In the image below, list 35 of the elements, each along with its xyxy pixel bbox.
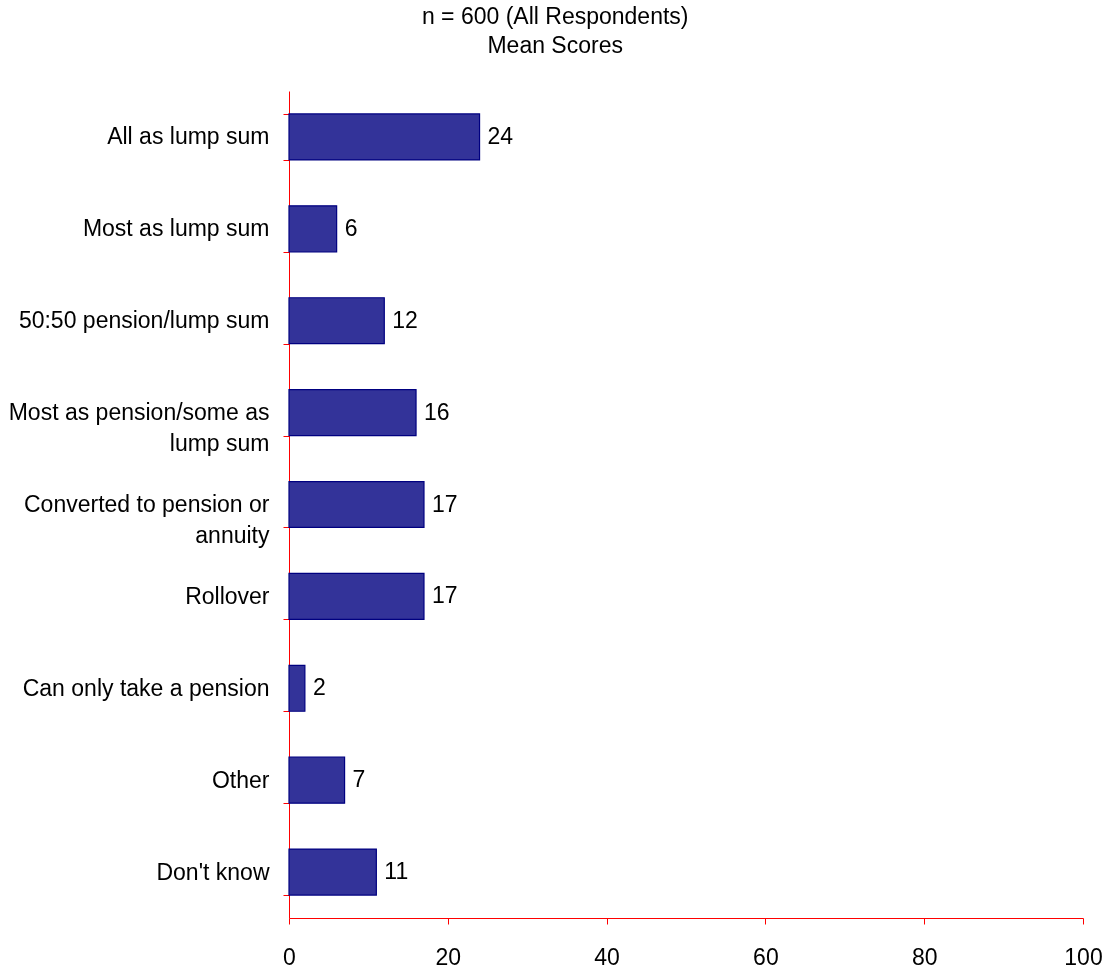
data-label: 12 [392, 306, 418, 333]
bar [288, 389, 417, 437]
y-tick-label: Other [211, 766, 270, 793]
data-label: 17 [431, 490, 458, 517]
chart-title: n = 600 (All Respondents) [421, 3, 689, 29]
bar [288, 480, 425, 529]
data-label: 7 [352, 766, 366, 793]
bar [288, 297, 385, 345]
y-tick-label: Most as lump sum [82, 215, 270, 242]
bar [288, 664, 306, 712]
data-label: 6 [344, 214, 358, 241]
y-tick-label: 50:50 pension/lump sum [18, 307, 270, 334]
y-tick-label: Converted to pension or annuity [24, 491, 270, 548]
bar [288, 572, 425, 620]
data-label: 17 [431, 582, 458, 609]
y-tick-label: Rollover [185, 582, 270, 609]
data-label: 16 [424, 398, 450, 425]
bar [288, 113, 481, 161]
x-tick-label: 40 [594, 943, 620, 970]
x-tick-label: 60 [753, 943, 779, 970]
y-tick-label: Can only take a pension [22, 674, 270, 701]
bar [288, 205, 338, 253]
bar [288, 848, 377, 896]
x-tick-label: 100 [1064, 943, 1103, 970]
data-label: 24 [487, 122, 514, 149]
bar [288, 756, 346, 804]
chart-subtitle: Mean Scores [487, 32, 623, 58]
x-tick-label: 80 [911, 943, 938, 970]
y-tick-label: All as lump sum [107, 123, 270, 150]
y-tick-label: Most as pension/some as lump sum [8, 399, 270, 457]
x-tick-label: 20 [435, 943, 462, 970]
data-label: 11 [384, 858, 409, 885]
data-label: 2 [312, 674, 326, 701]
x-tick-label: 0 [283, 943, 296, 970]
y-tick-label: Don't know [156, 858, 270, 885]
